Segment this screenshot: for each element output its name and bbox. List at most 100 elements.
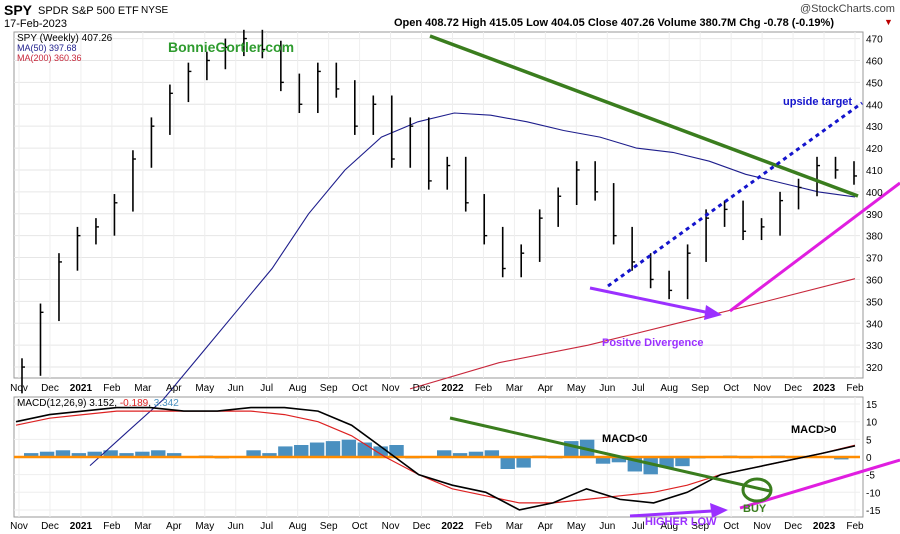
- price-y-tick: 330: [866, 341, 883, 352]
- legend-ma200: MA(200) 360.36: [17, 53, 82, 63]
- macd-hist-value: 3.342: [154, 398, 179, 409]
- macd-y-tick: -10: [866, 488, 881, 499]
- downtrend-line: [429, 34, 859, 198]
- macd-x-tick: Feb: [475, 521, 493, 532]
- macd-histogram-bar: [278, 446, 293, 457]
- divergence-arrow: [589, 286, 711, 315]
- price-x-tick: Nov: [753, 383, 771, 394]
- ma50-line: [89, 112, 856, 467]
- macd-x-tick: Nov: [753, 521, 771, 532]
- macd-y-tick: 15: [866, 400, 878, 411]
- macd-histogram-bar: [166, 453, 182, 457]
- macd-x-tick: 2023: [813, 521, 836, 532]
- price-y-tick: 380: [866, 232, 883, 243]
- macd-histogram-bar: [516, 457, 531, 468]
- macd-x-tick: Sep: [691, 521, 709, 532]
- macd-histogram-bar: [437, 450, 452, 457]
- macd-x-tick: Apr: [166, 521, 182, 532]
- down-triangle-icon: ▼: [884, 17, 893, 27]
- macd-below-zero-label: MACD<0: [602, 433, 648, 445]
- higher-low-arrow: [629, 509, 713, 518]
- macd-histogram-bar: [309, 442, 325, 457]
- macd-x-tick: Sep: [320, 521, 338, 532]
- macd-histogram-bar: [373, 446, 388, 457]
- price-x-tick: Feb: [846, 383, 864, 394]
- price-x-tick: Dec: [41, 383, 59, 394]
- price-y-tick: 450: [866, 78, 883, 89]
- price-x-tick: Oct: [723, 383, 739, 394]
- buy-circle-icon: [741, 477, 773, 503]
- macd-histogram-bar: [87, 451, 102, 457]
- upside-target-label: upside target: [783, 96, 852, 108]
- price-x-tick: Jul: [260, 383, 273, 394]
- positive-divergence-label: Positve Divergence: [602, 337, 704, 349]
- ohlc-summary: Open 408.72 High 415.05 Low 404.05 Close…: [394, 17, 834, 29]
- macd-downtrend-line: [449, 416, 771, 493]
- higher-low-label: HIGHER LOW: [645, 516, 717, 528]
- macd-y-tick: -5: [866, 471, 875, 482]
- macd-histogram-bar: [135, 451, 150, 457]
- macd-x-tick: Jun: [228, 521, 244, 532]
- macd-x-tick: Oct: [352, 521, 368, 532]
- price-x-tick: Aug: [660, 383, 678, 394]
- macd-y-tick: 10: [866, 418, 878, 429]
- macd-signal-line: [15, 410, 856, 504]
- macd-x-tick: Mar: [134, 521, 152, 532]
- macd-label: MACD(12,26,9): [17, 398, 86, 409]
- price-x-tick: Feb: [475, 383, 493, 394]
- price-x-tick: May: [567, 383, 586, 394]
- macd-x-tick: Apr: [538, 521, 554, 532]
- macd-histogram-bar: [151, 450, 166, 457]
- macd-histogram-bar: [39, 451, 55, 457]
- macd-x-tick: 2022: [441, 521, 464, 532]
- price-y-tick: 460: [866, 56, 883, 67]
- macd-histogram-bar: [611, 457, 627, 463]
- price-x-tick: Jun: [599, 383, 615, 394]
- macd-histogram-bar: [103, 450, 118, 457]
- price-panel: [13, 31, 864, 379]
- macd-x-tick: Aug: [660, 521, 678, 532]
- macd-x-tick: Feb: [846, 521, 864, 532]
- price-y-tick: 390: [866, 210, 883, 221]
- price-y-tick: 440: [866, 100, 883, 111]
- price-x-tick: Mar: [134, 383, 152, 394]
- macd-y-tick: -15: [866, 506, 881, 517]
- price-x-tick: Apr: [538, 383, 554, 394]
- macd-signal-value: -0.189: [120, 398, 149, 409]
- price-y-tick: 400: [866, 188, 883, 199]
- macd-histogram-bar: [71, 453, 87, 457]
- price-x-tick: Dec: [413, 383, 431, 394]
- price-x-tick: May: [195, 383, 214, 394]
- divergence-arrowhead-icon: [704, 305, 722, 320]
- macd-histogram-bar: [452, 453, 468, 457]
- macd-histogram-bar: [500, 457, 515, 469]
- price-y-tick: 470: [866, 35, 883, 46]
- price-y-tick: 420: [866, 144, 883, 155]
- macd-y-tick: 0: [866, 453, 872, 464]
- source-label: @StockCharts.com: [800, 3, 895, 15]
- macd-histogram-bar: [294, 445, 309, 457]
- macd-histogram-bar: [659, 457, 674, 468]
- macd-x-tick: Mar: [506, 521, 524, 532]
- price-x-tick: 2022: [441, 383, 464, 394]
- symbol: SPY: [4, 2, 33, 18]
- chart-header: SPY SPDR S&P 500 ETF NYSE 17-Feb-2023 Op…: [0, 0, 900, 32]
- macd-x-tick: Jul: [632, 521, 645, 532]
- macd-x-tick: Dec: [413, 521, 431, 532]
- macd-x-tick: Aug: [289, 521, 307, 532]
- macd-histogram-bar: [484, 450, 500, 457]
- macd-legend: MACD(12,26,9) 3.152, -0.189, 3.342: [17, 398, 179, 409]
- macd-histogram-bar: [55, 450, 71, 457]
- price-y-tick: 360: [866, 275, 883, 286]
- macd-histogram-bar: [246, 450, 261, 457]
- macd-x-tick: Oct: [723, 521, 739, 532]
- price-x-tick: 2023: [813, 383, 836, 394]
- macd-x-tick: Dec: [41, 521, 59, 532]
- macd-value: 3.152: [89, 398, 114, 409]
- price-x-tick: Jun: [228, 383, 244, 394]
- macd-x-tick: May: [195, 521, 214, 532]
- price-x-tick: Sep: [320, 383, 338, 394]
- watermark: BonnieGortler.com: [168, 39, 294, 55]
- buy-label: BUY: [743, 503, 767, 515]
